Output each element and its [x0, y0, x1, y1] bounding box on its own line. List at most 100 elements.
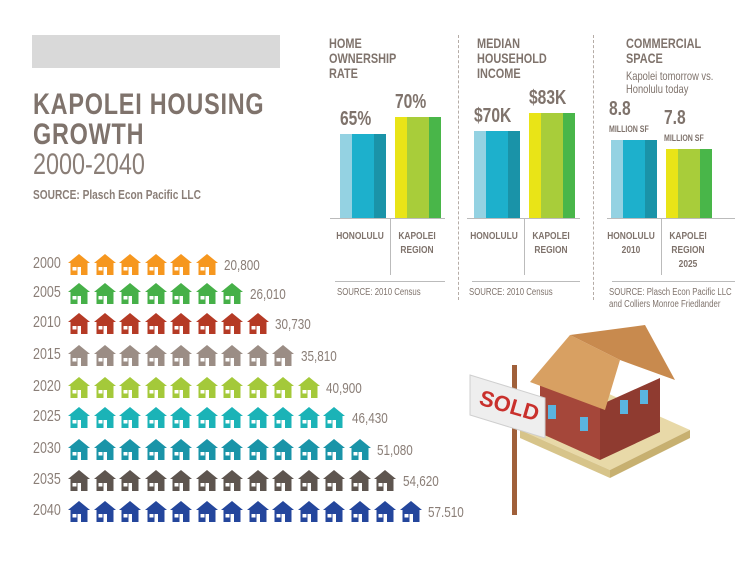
- house-icon: [144, 501, 167, 522]
- title-years: 2000-2040: [33, 148, 145, 181]
- house-icon: [246, 377, 269, 398]
- house-icon: [195, 501, 218, 522]
- window: [620, 400, 628, 414]
- housing-value-label: 51,080: [377, 442, 413, 459]
- house-icon: [195, 283, 218, 304]
- baseline: [330, 218, 445, 219]
- house-icon: [119, 283, 141, 304]
- house-icon: [348, 439, 371, 460]
- house-icon: [170, 470, 192, 491]
- house-icon: [144, 283, 167, 304]
- divider: [458, 35, 459, 300]
- house-icon: [170, 283, 192, 304]
- house-icon: [119, 254, 141, 275]
- house-icon: [221, 283, 243, 304]
- house-icon: [323, 439, 345, 460]
- house-icon: [221, 470, 243, 491]
- housing-value-label: 35,810: [300, 348, 337, 365]
- bar-value-label: 70%: [395, 91, 427, 113]
- house-icon: [144, 407, 167, 428]
- year-label: 2010: [33, 314, 61, 331]
- bar-honolulu: [611, 140, 657, 218]
- house-icon: [221, 345, 243, 366]
- house-icon: [68, 470, 90, 491]
- year-label: 2020: [33, 378, 61, 395]
- house-icon: [144, 345, 167, 366]
- category-divider: [390, 218, 391, 275]
- house-icon: [93, 470, 116, 491]
- bar-honolulu: [474, 131, 520, 218]
- baseline: [607, 218, 735, 219]
- house-icon: [170, 501, 192, 522]
- house-icon: [170, 313, 192, 334]
- house-icon: [170, 345, 192, 366]
- house-icon: [93, 407, 116, 428]
- panel2-source: SOURCE: 2010 Census: [469, 287, 553, 298]
- house-icon: [246, 313, 269, 334]
- house-icon: [119, 313, 141, 334]
- house-icon: [195, 345, 218, 366]
- house-icon: [195, 254, 218, 275]
- house-icon: [144, 254, 167, 275]
- category-label: HONOLULU 2010: [607, 230, 655, 256]
- house-icon: [272, 501, 294, 522]
- house-icon: [272, 439, 294, 460]
- house-icon: [170, 439, 192, 460]
- house-icon: [93, 377, 116, 398]
- bar-kapolei: [666, 149, 712, 218]
- year-label: 2035: [33, 471, 61, 488]
- house-icon: [323, 407, 345, 428]
- bar-value-label: $70K: [474, 105, 512, 127]
- bar-kapolei: [395, 117, 441, 218]
- house-icon: [93, 501, 116, 522]
- house-icon: [68, 407, 90, 428]
- house-icon: [170, 407, 192, 428]
- house-icon: [272, 345, 294, 366]
- panel1-source: SOURCE: 2010 Census: [337, 287, 421, 298]
- bar-honolulu: [340, 134, 386, 218]
- house-icon: [119, 377, 141, 398]
- source-rule: [472, 281, 580, 282]
- sold-sign: [469, 374, 546, 439]
- house-icon: [68, 439, 90, 460]
- house-icon: [374, 501, 396, 522]
- house-icon: [119, 407, 141, 428]
- house-icon: [221, 377, 243, 398]
- window: [640, 390, 648, 404]
- source-rule: [612, 281, 735, 282]
- house-icon: [272, 470, 294, 491]
- bar-value-label: $83K: [529, 87, 567, 109]
- baseline: [467, 218, 580, 219]
- category-label: KAPOLEI REGION: [532, 230, 570, 256]
- house-icon: [119, 345, 141, 366]
- house-icon: [144, 439, 167, 460]
- year-label: 2005: [33, 284, 61, 301]
- house-icon: [323, 470, 345, 491]
- house-icon: [195, 407, 218, 428]
- house-icon: [297, 470, 320, 491]
- house-icon: [144, 313, 167, 334]
- house-icon: [246, 407, 269, 428]
- house-icon: [374, 470, 396, 491]
- housing-value-label: 30,730: [275, 316, 311, 333]
- panel1-title: HOME OWNERSHIP RATE: [329, 35, 397, 81]
- house-icon: [221, 313, 243, 334]
- house-icon: [93, 345, 116, 366]
- house-icon: [297, 501, 320, 522]
- category-divider: [661, 218, 662, 275]
- category-divider: [524, 218, 525, 275]
- house-icon: [195, 313, 218, 334]
- house-icon: [144, 377, 167, 398]
- house-icon: [119, 439, 141, 460]
- bar-value-label: 8.8: [609, 98, 631, 120]
- category-label: HONOLULU: [470, 230, 518, 242]
- house-icon: [348, 470, 371, 491]
- panel3-source: SOURCE: Plasch Econ Pacific LLC and Coll…: [609, 287, 732, 310]
- panel3-title: COMMERCIAL SPACE: [626, 35, 702, 66]
- house-icon: [297, 439, 320, 460]
- category-label: KAPOLEI REGION 2025: [669, 230, 707, 270]
- house-icon: [119, 470, 141, 491]
- housing-value-label: 40,900: [326, 380, 362, 397]
- bar-kapolei: [529, 113, 575, 218]
